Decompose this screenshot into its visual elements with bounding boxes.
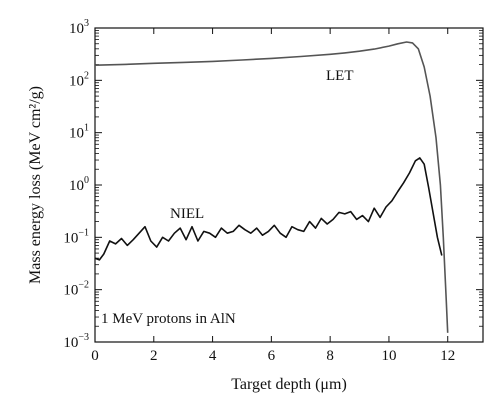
series-lines (94, 41, 449, 333)
y-tick-label: 10−2 (63, 280, 89, 299)
let-label: LET (326, 68, 354, 84)
series-line-let (94, 41, 449, 333)
y-tick-label: 100 (69, 175, 89, 194)
y-axis-label: Mass energy loss (MeV cm²/g) (27, 86, 44, 284)
y-tick-label: 10−1 (63, 227, 89, 246)
y-tick-label: 10−3 (63, 332, 89, 351)
plot-frame (94, 27, 484, 343)
x-tick-label: 6 (268, 348, 276, 364)
niel-label: NIEL (170, 206, 204, 222)
x-tick-label: 0 (91, 348, 99, 364)
x-tick-label: 4 (209, 348, 217, 364)
y-tick-label: 102 (69, 70, 89, 89)
y-tick-label: 101 (69, 123, 89, 142)
x-tick-label: 12 (440, 348, 455, 364)
x-tick-label: 8 (326, 348, 334, 364)
x-axis-label: Target depth (μm) (231, 376, 347, 393)
x-tick-label: 2 (150, 348, 158, 364)
y-tick-label: 103 (69, 18, 89, 37)
series-line-niel (94, 157, 443, 261)
ticks (94, 27, 483, 343)
x-tick-label: 10 (381, 348, 396, 364)
note-label: 1 MeV protons in AlN (101, 311, 236, 327)
